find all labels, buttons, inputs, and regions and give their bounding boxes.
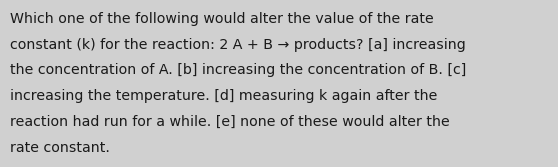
Text: Which one of the following would alter the value of the rate: Which one of the following would alter t… (10, 12, 434, 26)
Text: constant (k) for the reaction: 2 A + B → products? [a] increasing: constant (k) for the reaction: 2 A + B →… (10, 38, 466, 52)
Text: increasing the temperature. [d] measuring k again after the: increasing the temperature. [d] measurin… (10, 89, 437, 103)
Text: reaction had run for a while. [e] none of these would alter the: reaction had run for a while. [e] none o… (10, 115, 450, 129)
Text: rate constant.: rate constant. (10, 141, 110, 155)
Text: the concentration of A. [b] increasing the concentration of B. [c]: the concentration of A. [b] increasing t… (10, 63, 466, 77)
